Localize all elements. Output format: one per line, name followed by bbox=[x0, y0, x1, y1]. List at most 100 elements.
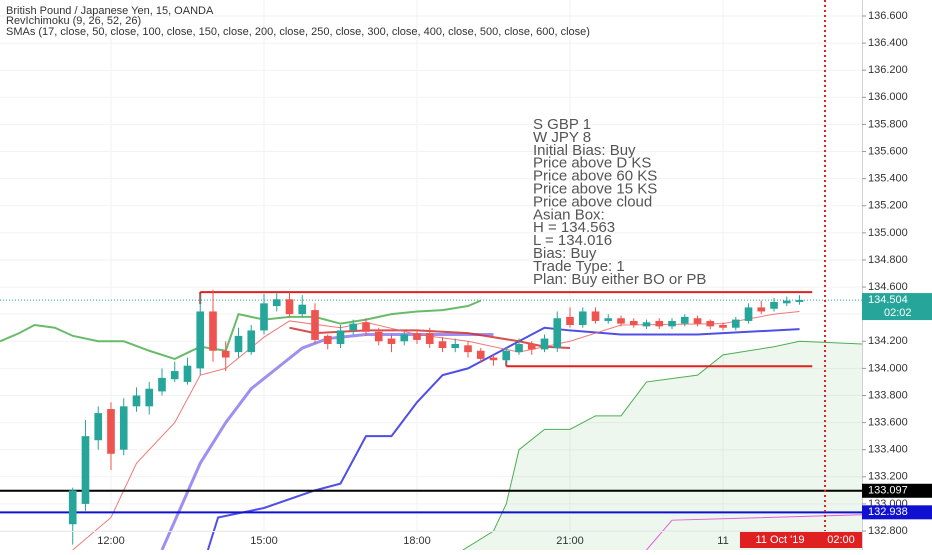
price-label-bg bbox=[862, 293, 932, 308]
y-tick-label: 134.000 bbox=[868, 362, 908, 374]
candle-body bbox=[400, 334, 409, 342]
candle-body bbox=[247, 330, 256, 353]
cursor-date-bg bbox=[740, 532, 820, 548]
annotation-line: L = 134.016 bbox=[533, 232, 612, 249]
candle-body bbox=[145, 388, 154, 407]
x-tick-label: 11 bbox=[717, 535, 728, 547]
candle-body bbox=[591, 311, 600, 321]
candle-body bbox=[515, 343, 523, 353]
candle-body bbox=[553, 318, 562, 349]
annotation-line: Trade Type: 1 bbox=[533, 258, 625, 275]
candle-body bbox=[336, 330, 345, 344]
candle-body bbox=[94, 413, 103, 441]
candle-body bbox=[502, 350, 511, 361]
annotation-line: W JPY 8 bbox=[533, 129, 591, 146]
price-label-bg bbox=[862, 505, 932, 520]
candle-body bbox=[158, 377, 166, 392]
countdown: 02:02 bbox=[884, 307, 912, 319]
x-tick-label: 21:00 bbox=[556, 535, 584, 547]
y-tick-label: 133.200 bbox=[868, 471, 908, 483]
y-tick-label: 135.600 bbox=[868, 145, 908, 157]
price-label: 132.938 bbox=[868, 506, 908, 518]
candle-body bbox=[387, 338, 396, 344]
y-tick-label: 132.800 bbox=[868, 525, 908, 537]
annotation-line: Asian Box: bbox=[533, 206, 605, 223]
candle-body bbox=[209, 311, 217, 351]
y-tick-label: 136.200 bbox=[868, 64, 908, 76]
candle-body bbox=[680, 316, 689, 324]
y-tick-label: 134.600 bbox=[868, 281, 908, 293]
annotation-line: Price above 60 KS bbox=[533, 168, 657, 185]
candle-body bbox=[578, 311, 587, 326]
candle-body bbox=[655, 320, 664, 327]
cloud-area bbox=[462, 341, 862, 550]
y-tick-label: 136.000 bbox=[868, 91, 908, 103]
candle-body bbox=[323, 335, 332, 344]
candle-body bbox=[311, 310, 319, 340]
y-tick-label: 135.000 bbox=[868, 227, 908, 239]
y-tick-label: 135.200 bbox=[868, 200, 908, 212]
candle-body bbox=[617, 318, 625, 324]
indicator-line bbox=[206, 326, 800, 551]
candle-body bbox=[413, 333, 421, 340]
candle-body bbox=[272, 299, 281, 307]
candle-body bbox=[221, 350, 230, 358]
x-tick-label: 12:00 bbox=[97, 535, 125, 547]
indicator-label: SMAs (17, close, 50, close, 100, close, … bbox=[6, 26, 590, 38]
candle-body bbox=[770, 301, 778, 309]
candle-body bbox=[132, 395, 141, 407]
candle-body bbox=[719, 325, 727, 328]
candle-body bbox=[629, 320, 638, 326]
candle-body bbox=[464, 345, 472, 353]
annotation-line: S GBP 1 bbox=[533, 116, 591, 133]
candle-body bbox=[540, 338, 549, 350]
y-tick-label: 136.600 bbox=[868, 10, 908, 22]
candle-body bbox=[604, 318, 613, 321]
candle-body bbox=[107, 409, 115, 454]
y-tick-label: 133.600 bbox=[868, 417, 908, 429]
candle-body bbox=[744, 307, 753, 321]
candle-body bbox=[362, 322, 370, 332]
candle-body bbox=[731, 319, 740, 328]
cloud-line bbox=[462, 340, 863, 551]
chart-title: British Pound / Japanese Yen, 15, OANDA bbox=[6, 5, 214, 17]
candle-body bbox=[489, 357, 498, 361]
candle-body bbox=[285, 299, 294, 315]
indicator-line bbox=[646, 514, 863, 551]
candle-body bbox=[527, 343, 536, 350]
price-label: 134.504 bbox=[868, 294, 908, 306]
candle-body bbox=[298, 304, 307, 315]
annotation-line: H = 134.563 bbox=[533, 219, 615, 236]
candle-body bbox=[183, 365, 192, 382]
cursor-date: 11 Oct '19 bbox=[756, 534, 805, 546]
candle-body bbox=[668, 320, 676, 327]
cursor-time: 02:00 bbox=[827, 534, 855, 546]
candle-body bbox=[374, 331, 383, 342]
candle-body bbox=[451, 343, 460, 349]
annotation-line: Price above 15 KS bbox=[533, 180, 657, 197]
annotation-line: Price above cloud bbox=[533, 193, 652, 210]
candle-body bbox=[196, 311, 205, 369]
candle-body bbox=[566, 316, 574, 326]
candle-body bbox=[234, 335, 243, 353]
y-tick-label: 135.400 bbox=[868, 173, 908, 185]
y-tick-label: 134.200 bbox=[868, 335, 908, 347]
price-label-bg bbox=[862, 483, 932, 498]
annotation-line: Price above D KS bbox=[533, 155, 651, 172]
x-tick-label: 18:00 bbox=[403, 535, 431, 547]
candle-body bbox=[757, 307, 766, 312]
annotation-line: Initial Bias: Buy bbox=[533, 142, 636, 159]
candle-body bbox=[260, 303, 268, 331]
candle-body bbox=[438, 341, 447, 349]
candle-body bbox=[476, 350, 485, 359]
y-tick-label: 136.400 bbox=[868, 37, 908, 49]
candle-body bbox=[693, 318, 702, 324]
annotation-line: Plan: Buy either BO or PB bbox=[533, 271, 706, 288]
annotation-line: Bias: Buy bbox=[533, 245, 597, 262]
candle-body bbox=[68, 490, 77, 525]
candle-body bbox=[782, 300, 791, 304]
indicator-label: RevIchimoku (9, 26, 52, 26) bbox=[6, 15, 141, 27]
candle-body bbox=[642, 322, 651, 327]
